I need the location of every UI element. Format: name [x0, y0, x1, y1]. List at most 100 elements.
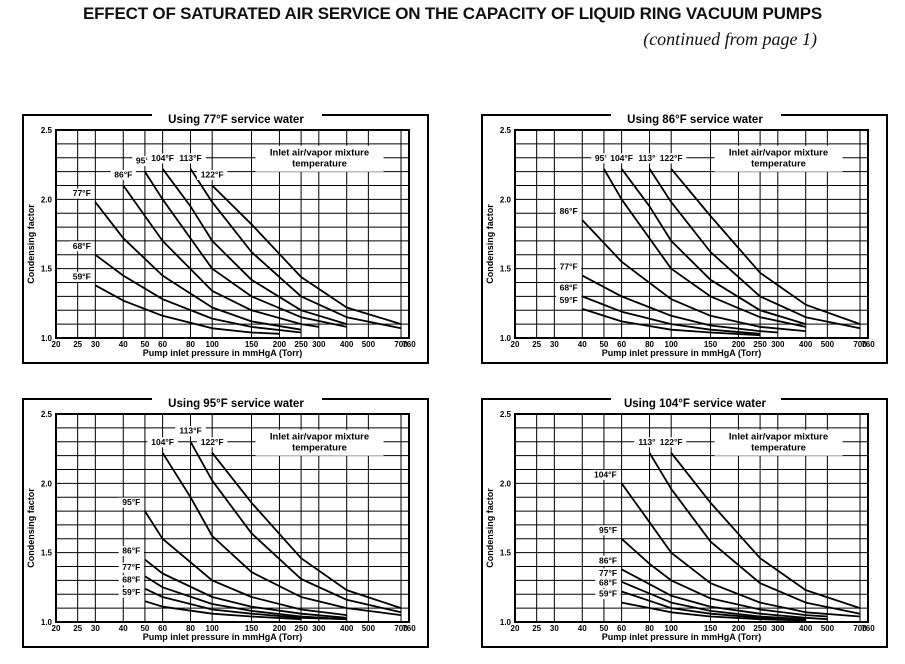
y-tick-label: 2.5	[41, 410, 53, 419]
series-label-background	[118, 575, 144, 586]
series-label-background	[147, 153, 178, 164]
series-label-background	[595, 589, 621, 600]
series-curve	[581, 219, 806, 332]
legend-box	[714, 429, 843, 456]
series-label: 104°F	[594, 469, 617, 479]
chart-104f-service-water: Inlet air/vapor mixture temperature Using …	[481, 396, 888, 648]
series-label: 86°F	[114, 169, 132, 179]
series-curve	[581, 295, 761, 335]
page-subtitle: (continued from page 1)	[643, 29, 817, 49]
series-label: 68°F	[599, 577, 617, 587]
series-label-background	[118, 587, 144, 598]
series-label: 77°F	[122, 562, 140, 572]
series-curve	[94, 254, 302, 334]
x-tick-label: 60	[158, 340, 167, 349]
x-tick-label: 40	[578, 340, 587, 349]
series-label: 59°F	[560, 295, 578, 305]
legend-text: temperature	[751, 159, 806, 170]
chart-title: Using 86°F service water	[627, 114, 763, 126]
series-label-background	[595, 568, 621, 579]
series-curve	[144, 558, 347, 619]
series-label: 59°F	[599, 589, 617, 599]
series-curve	[122, 184, 319, 328]
series-label: 104°F	[151, 437, 174, 447]
x-tick-label: 300	[312, 340, 326, 349]
series-label-background	[132, 156, 158, 167]
y-tick-label: 2.0	[500, 195, 512, 204]
x-axis-label: Pump inlet pressure in mmHgA (Torr)	[143, 632, 303, 642]
x-tick-label: 50	[599, 624, 608, 633]
x-tick-label: 30	[91, 340, 100, 349]
y-tick-label: 1.0	[41, 334, 53, 343]
series-curve	[620, 538, 828, 618]
chart-86f-service-water: Inlet air/vapor mixture temperature Using …	[481, 112, 888, 364]
x-tick-label: 150	[245, 624, 259, 633]
series-curve	[621, 580, 806, 621]
x-tick-label: 200	[732, 340, 746, 349]
plot-area	[514, 413, 869, 623]
y-tick-label: 1.5	[41, 265, 53, 274]
series-label-background	[634, 153, 665, 164]
x-tick-label: 760	[861, 340, 875, 349]
x-tick-label: 80	[645, 624, 654, 633]
x-tick-label: 700	[853, 624, 867, 633]
series-curve	[621, 568, 828, 621]
legend-box	[255, 429, 384, 456]
series-label-background	[606, 153, 637, 164]
x-tick-label: 500	[362, 624, 376, 633]
x-tick-label: 700	[853, 340, 867, 349]
x-tick-label: 20	[511, 340, 520, 349]
series-label-background	[556, 262, 582, 273]
x-tick-label: 30	[550, 624, 559, 633]
x-tick-label: 50	[140, 624, 149, 633]
legend-text: temperature	[292, 443, 347, 454]
x-tick-label: 760	[402, 340, 416, 349]
x-tick-label: 100	[206, 624, 220, 633]
series-curve	[144, 600, 302, 621]
x-tick-label: 200	[273, 340, 287, 349]
series-curve	[670, 452, 861, 609]
series-label-background	[175, 153, 206, 164]
title-background	[152, 112, 322, 126]
x-tick-label: 400	[799, 624, 813, 633]
x-tick-label: 300	[771, 340, 785, 349]
series-label: 122°F	[201, 437, 224, 447]
x-tick-label: 150	[245, 340, 259, 349]
series-label: 59°F	[73, 271, 91, 281]
x-tick-label: 80	[186, 624, 195, 633]
x-tick-label: 200	[273, 624, 287, 633]
series-label: 86°F	[560, 206, 578, 216]
series-curve	[161, 168, 347, 325]
chart-95f-service-water: Inlet air/vapor mixture temperature Using …	[22, 396, 429, 648]
series-label: 113°F	[179, 426, 201, 436]
legend-box	[714, 145, 843, 172]
series-curve	[189, 441, 402, 614]
series-curve	[189, 168, 402, 330]
y-tick-label: 1.0	[500, 618, 512, 627]
series-label: 95°F	[136, 156, 154, 166]
x-tick-label: 100	[206, 340, 220, 349]
legend-text: Inlet air/vapor mixture	[729, 432, 828, 443]
series-label-background	[634, 437, 665, 448]
x-tick-label: 300	[312, 624, 326, 633]
y-tick-label: 2.0	[41, 479, 53, 488]
y-axis-label: Condensing factor	[485, 488, 495, 568]
series-label: 95°F	[122, 497, 140, 507]
series-curve	[582, 308, 761, 337]
series-label: 104°F	[610, 153, 633, 163]
y-tick-label: 2.5	[41, 126, 53, 135]
x-tick-label: 30	[550, 340, 559, 349]
plot-area	[55, 129, 410, 339]
series-curve	[144, 171, 347, 328]
chart-title: Using 95°F service water	[168, 398, 304, 410]
series-label: 104°F	[151, 153, 174, 163]
series-label: 95°F	[595, 153, 613, 163]
y-axis-label: Condensing factor	[26, 488, 36, 568]
series-label: 77°F	[599, 568, 617, 578]
page-title: EFFECT OF SATURATED AIR SERVICE ON THE C…	[82, 4, 822, 23]
series-label-background	[590, 469, 621, 480]
x-tick-label: 80	[645, 340, 654, 349]
